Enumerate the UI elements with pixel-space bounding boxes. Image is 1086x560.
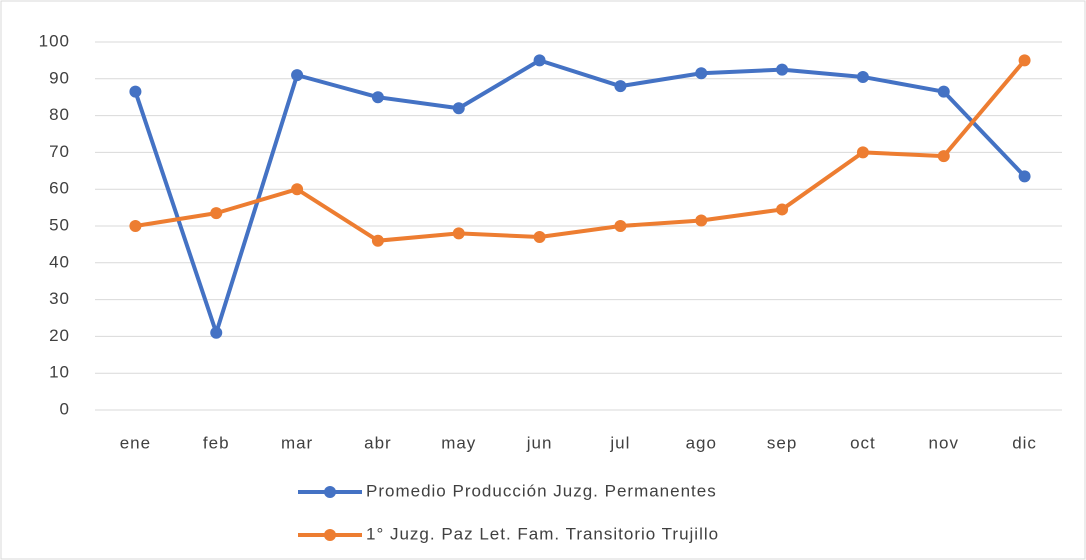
y-tick-label: 50 xyxy=(49,215,70,234)
x-tick-label: ago xyxy=(686,433,717,452)
x-tick-label: mar xyxy=(281,433,313,452)
legend-marker xyxy=(324,529,336,541)
x-tick-label: oct xyxy=(850,433,876,452)
legend-marker xyxy=(324,486,336,498)
point xyxy=(695,67,708,80)
y-tick-label: 90 xyxy=(49,68,70,87)
y-tick-label: 80 xyxy=(49,105,70,124)
point xyxy=(1018,54,1031,67)
x-tick-label: nov xyxy=(929,433,959,452)
x-tick-label: jun xyxy=(526,433,553,452)
y-tick-label: 10 xyxy=(49,363,70,382)
y-tick-label: 40 xyxy=(49,252,70,271)
point xyxy=(129,85,142,98)
point xyxy=(371,91,384,104)
series-line xyxy=(135,59,1027,243)
legend-label: Promedio Producción Juzg. Permanentes xyxy=(366,481,717,500)
point xyxy=(452,102,465,115)
point xyxy=(210,207,223,220)
point xyxy=(614,220,627,232)
y-tick-label: 100 xyxy=(39,31,70,50)
y-tick-label: 0 xyxy=(60,399,70,418)
x-tick-label: ene xyxy=(120,433,151,452)
point xyxy=(291,183,304,196)
y-tick-label: 30 xyxy=(49,289,70,308)
point xyxy=(695,214,708,227)
point xyxy=(452,227,465,240)
x-tick-label: dic xyxy=(1012,433,1037,452)
point xyxy=(856,146,869,159)
point xyxy=(533,231,546,244)
y-tick-label: 20 xyxy=(49,326,70,345)
x-tick-label: jul xyxy=(609,433,630,452)
point xyxy=(1018,170,1031,183)
point xyxy=(776,203,789,216)
point xyxy=(776,63,789,76)
point xyxy=(210,326,223,339)
x-tick-label: feb xyxy=(203,433,230,452)
point xyxy=(614,80,627,93)
point xyxy=(129,220,142,232)
legend-label: 1° Juzg. Paz Let. Fam. Transitorio Truji… xyxy=(366,524,719,543)
y-tick-label: 70 xyxy=(49,142,70,161)
point xyxy=(533,54,546,67)
x-tick-label: may xyxy=(441,433,476,452)
x-tick-label: sep xyxy=(767,433,797,452)
point xyxy=(937,85,950,98)
point xyxy=(371,234,384,247)
y-tick-label: 60 xyxy=(49,179,70,198)
x-tick-label: abr xyxy=(364,433,392,452)
point xyxy=(937,150,950,163)
series-line xyxy=(133,58,1027,335)
point xyxy=(856,70,869,83)
point xyxy=(291,69,304,82)
